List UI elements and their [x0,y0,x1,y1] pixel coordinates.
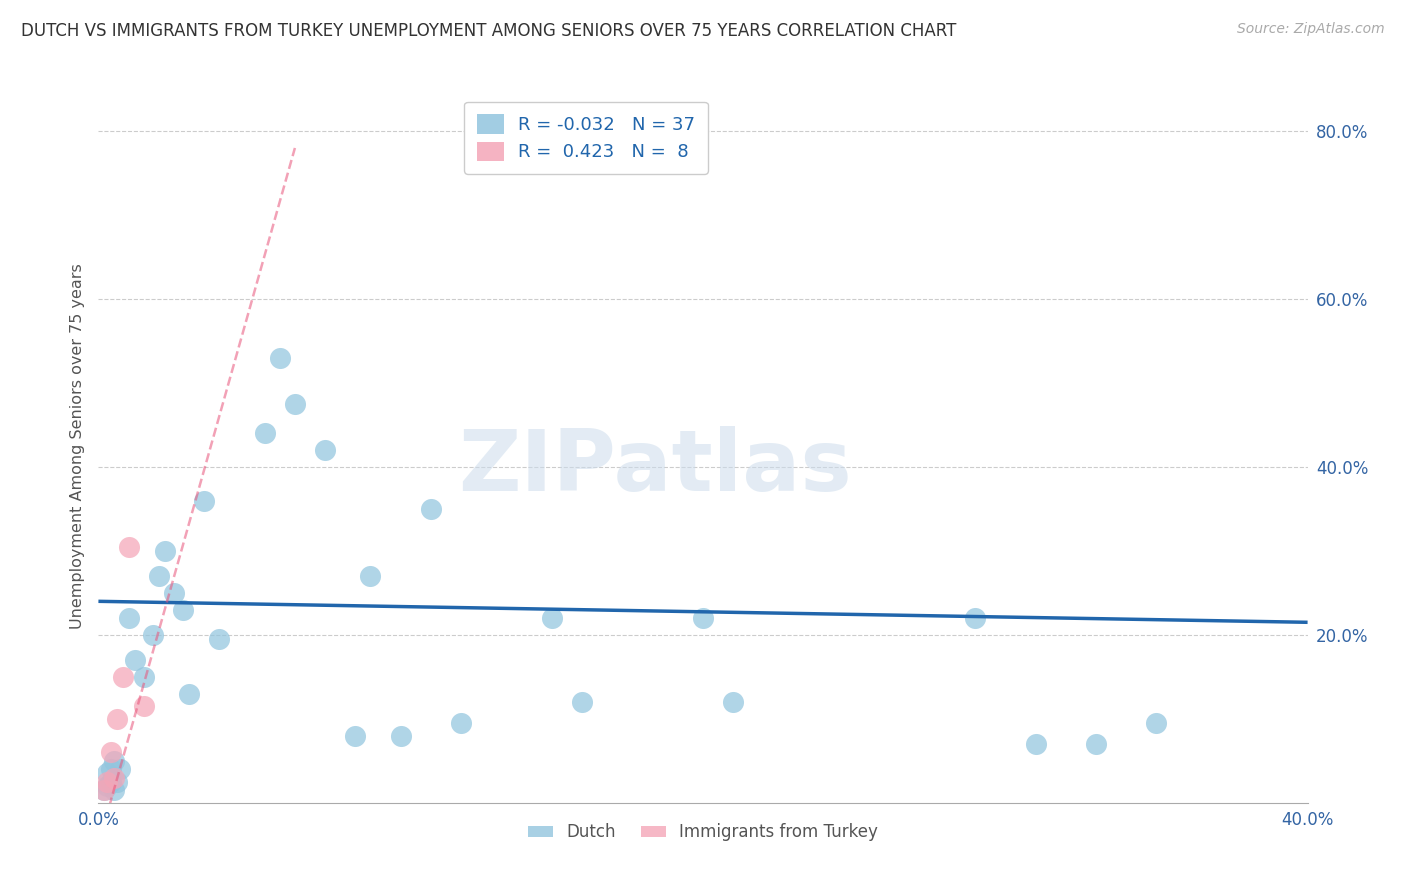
Point [118,611,141,625]
Point [103,771,125,785]
Point [118,540,141,554]
Point [1024,737,1046,751]
Point [450,716,472,731]
Y-axis label: Unemployment Among Seniors over 75 years: Unemployment Among Seniors over 75 years [69,263,84,629]
Point [111,670,134,684]
Point [179,687,201,701]
Point [124,653,146,667]
Point [314,443,336,458]
Point [269,351,291,365]
Point [284,397,307,411]
Point [100,774,122,789]
Point [100,746,122,760]
Point [344,729,367,743]
Point [723,695,745,709]
Point [253,426,276,441]
Point [571,695,593,709]
Point [93,783,115,797]
Point [420,502,443,516]
Point [103,783,125,797]
Text: DUTCH VS IMMIGRANTS FROM TURKEY UNEMPLOYMENT AMONG SENIORS OVER 75 YEARS CORRELA: DUTCH VS IMMIGRANTS FROM TURKEY UNEMPLOY… [21,22,956,40]
Point [360,569,382,583]
Point [108,762,131,776]
Point [105,774,128,789]
Point [103,754,125,768]
Point [1085,737,1108,751]
Point [692,611,714,625]
Point [105,712,128,726]
Point [96,779,118,793]
Point [389,729,412,743]
Point [1144,716,1167,731]
Point [142,628,165,642]
Point [540,611,562,625]
Point [96,766,118,780]
Point [93,783,115,797]
Point [148,569,170,583]
Point [100,762,122,776]
Point [132,699,155,714]
Point [163,586,186,600]
Text: Source: ZipAtlas.com: Source: ZipAtlas.com [1237,22,1385,37]
Point [208,632,231,646]
Point [132,670,155,684]
Point [96,774,118,789]
Point [172,603,194,617]
Text: ZIPatlas: ZIPatlas [458,425,852,509]
Point [193,493,215,508]
Point [965,611,987,625]
Legend: Dutch, Immigrants from Turkey: Dutch, Immigrants from Turkey [522,817,884,848]
Point [153,544,176,558]
